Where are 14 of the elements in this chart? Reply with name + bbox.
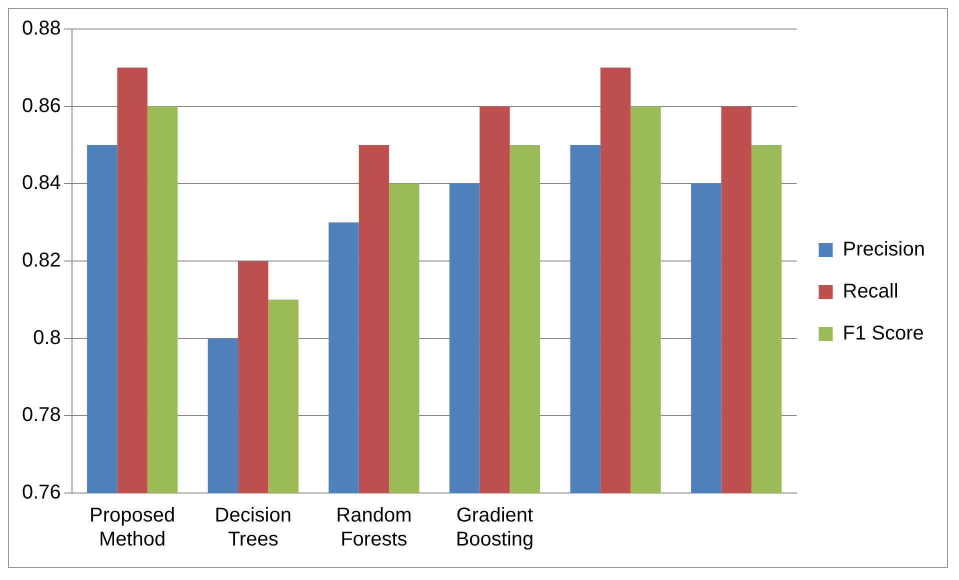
y-tick-label: 0.76 <box>22 482 61 504</box>
legend-label: Recall <box>842 280 898 303</box>
x-tick-label: Gradient Boosting <box>456 504 534 551</box>
legend-label: F1 Score <box>842 322 924 345</box>
y-tick-label: 0.86 <box>22 94 61 117</box>
legend-label: Precision <box>842 238 926 261</box>
y-tick-label: 0.8 <box>33 326 61 349</box>
x-tick-label: Proposed Method <box>90 504 176 551</box>
y-tick-label: 0.84 <box>22 172 61 194</box>
x-tick-label: Random Forests <box>336 504 412 551</box>
y-tick-label: 0.88 <box>22 18 61 40</box>
x-tick-label: Decision Trees <box>214 504 292 551</box>
y-tick-label: 0.78 <box>22 404 61 426</box>
y-tick-label: 0.82 <box>22 250 61 272</box>
